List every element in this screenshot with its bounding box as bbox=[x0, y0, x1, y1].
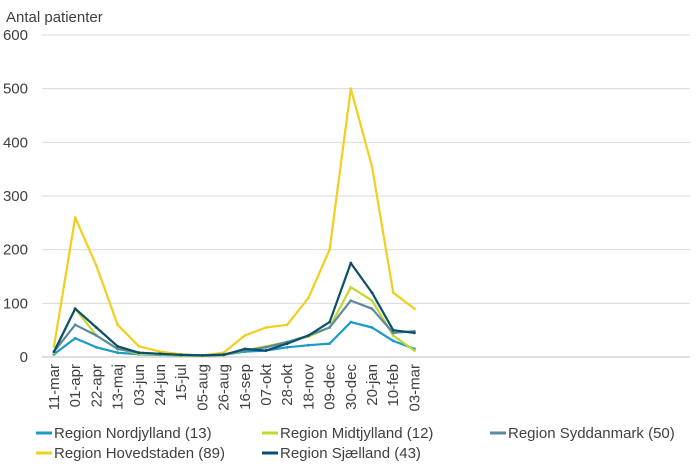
series-point bbox=[285, 342, 289, 345]
legend-label: Region Sjælland (43) bbox=[280, 445, 421, 462]
x-tick-label: 20-jan bbox=[364, 364, 381, 406]
series-point bbox=[391, 339, 395, 343]
series-point bbox=[73, 323, 77, 327]
x-tick-label: 30-dec bbox=[343, 364, 360, 410]
x-tick-label: 10-feb bbox=[385, 364, 402, 407]
series-point bbox=[52, 344, 56, 348]
series-point bbox=[201, 353, 204, 357]
series-point bbox=[95, 334, 98, 337]
y-tick-label: 100 bbox=[3, 295, 28, 312]
legend: Region Nordjylland (13) Region Midtjyllan… bbox=[36, 425, 675, 462]
series-point bbox=[95, 264, 98, 268]
series-point bbox=[116, 323, 119, 327]
series-point bbox=[95, 326, 98, 329]
series-point bbox=[413, 307, 416, 311]
series-point bbox=[349, 285, 353, 289]
series-point bbox=[243, 347, 247, 351]
x-tick-label: 01-apr bbox=[67, 364, 84, 407]
series-line bbox=[52, 87, 416, 357]
series-point bbox=[116, 344, 119, 348]
legend-label: Region Syddanmark (50) bbox=[508, 425, 675, 442]
x-tick-label: 15-jul bbox=[173, 364, 190, 401]
series-point bbox=[307, 343, 310, 347]
series-point bbox=[349, 261, 353, 265]
series-point bbox=[264, 345, 268, 349]
series-point bbox=[370, 291, 374, 294]
x-tick-label: 09-dec bbox=[322, 364, 339, 410]
series-point bbox=[95, 345, 98, 349]
series-line bbox=[53, 262, 415, 357]
x-tick-label: 05-aug bbox=[194, 364, 211, 411]
legend-label: Region Hovedstaden (89) bbox=[54, 445, 225, 462]
y-axis-ticks: 0 100 200 300 400 500 600 bbox=[3, 27, 28, 366]
y-axis-label: Antal patienter bbox=[6, 9, 103, 26]
series-point bbox=[137, 351, 141, 355]
series-point bbox=[349, 87, 353, 91]
series-point bbox=[179, 353, 183, 357]
series-point bbox=[328, 326, 331, 329]
gridlines bbox=[42, 34, 690, 358]
x-tick-label: 03-jun bbox=[131, 364, 148, 406]
series-point bbox=[285, 323, 289, 327]
legend-label: Region Nordjylland (13) bbox=[54, 425, 212, 442]
series-point bbox=[73, 216, 77, 219]
series-point bbox=[328, 248, 331, 252]
y-tick-label: 200 bbox=[3, 242, 28, 259]
series-point bbox=[370, 307, 374, 311]
y-tick-label: 400 bbox=[3, 134, 28, 151]
series-point bbox=[349, 320, 353, 324]
series-point bbox=[391, 328, 395, 332]
series-point bbox=[285, 345, 289, 349]
x-axis-ticks: 11-mar 01-apr 22-apr 13-maj 03-jun 24-jun 15-j… bbox=[46, 363, 423, 411]
series-point bbox=[391, 334, 395, 337]
x-tick-label: 24-jun bbox=[152, 364, 169, 406]
series-point bbox=[307, 296, 310, 300]
series-point bbox=[116, 351, 119, 355]
x-tick-label: 11-mar bbox=[46, 364, 63, 410]
series-point bbox=[158, 352, 162, 356]
series-point bbox=[52, 350, 56, 354]
series-point bbox=[328, 342, 331, 345]
series-line bbox=[53, 299, 415, 357]
series-point bbox=[370, 299, 374, 303]
y-tick-label: 500 bbox=[3, 81, 28, 98]
series-point bbox=[370, 326, 374, 329]
series-point bbox=[73, 307, 77, 311]
series-point bbox=[243, 334, 247, 337]
series-point bbox=[264, 326, 268, 329]
x-tick-label: 03-mar bbox=[406, 364, 423, 412]
series-point bbox=[391, 291, 395, 294]
series-point bbox=[222, 353, 226, 357]
series-point bbox=[264, 349, 268, 352]
series-point bbox=[413, 349, 416, 352]
y-tick-label: 0 bbox=[20, 349, 28, 366]
series-lines bbox=[52, 87, 416, 358]
series-point bbox=[391, 331, 395, 335]
y-tick-label: 600 bbox=[3, 27, 28, 44]
series-point bbox=[328, 320, 331, 324]
series-point bbox=[116, 347, 119, 351]
series-point bbox=[413, 331, 416, 335]
x-tick-label: 26-aug bbox=[216, 364, 233, 411]
x-tick-label: 22-apr bbox=[88, 364, 105, 407]
x-tick-label: 28-okt bbox=[279, 363, 296, 406]
x-tick-label: 07-okt bbox=[258, 363, 275, 406]
y-tick-label: 300 bbox=[3, 188, 28, 205]
series-point bbox=[137, 344, 141, 348]
x-tick-label: 16-sep bbox=[237, 364, 254, 410]
series-point bbox=[73, 336, 77, 340]
x-tick-label: 18-nov bbox=[300, 364, 317, 410]
series-point bbox=[370, 165, 374, 168]
series-point bbox=[158, 350, 162, 354]
series-point bbox=[349, 299, 353, 303]
legend-label: Region Midtjylland (12) bbox=[280, 425, 433, 442]
series-point bbox=[307, 334, 310, 337]
x-tick-label: 13-maj bbox=[110, 364, 127, 410]
